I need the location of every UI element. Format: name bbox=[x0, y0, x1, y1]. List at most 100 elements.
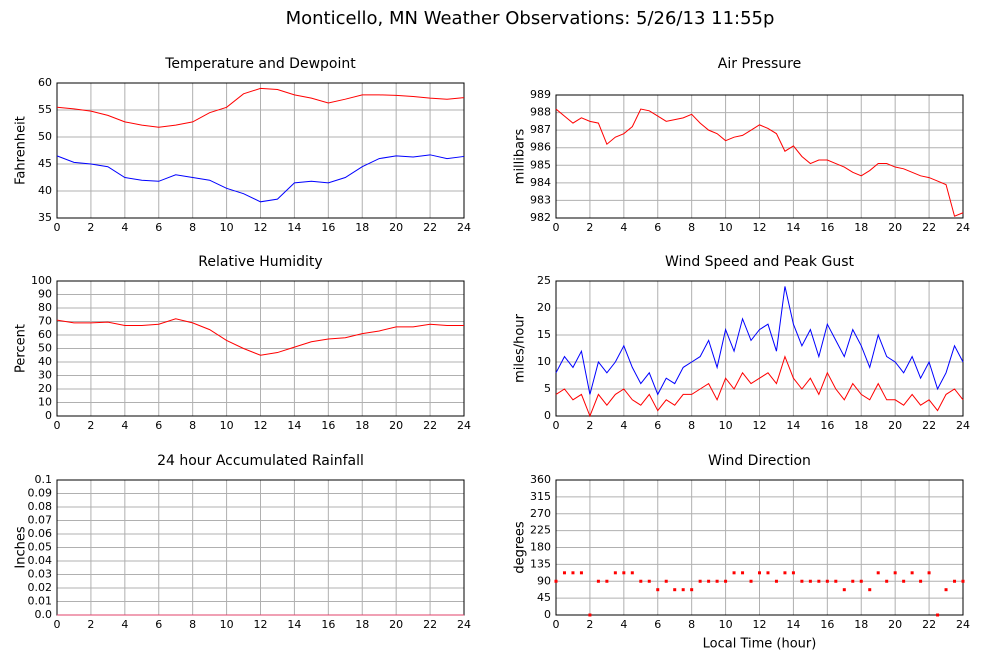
x-tick-label: 20 bbox=[389, 618, 403, 631]
x-tick-label: 20 bbox=[389, 419, 403, 432]
y-tick-label: 0.09 bbox=[28, 487, 53, 500]
y-tick-label: 60 bbox=[38, 76, 52, 89]
data-point bbox=[554, 579, 558, 583]
y-tick-label: 989 bbox=[530, 88, 551, 101]
x-tick-label: 2 bbox=[586, 221, 593, 234]
y-tick-label: 0.01 bbox=[28, 595, 53, 608]
data-point bbox=[707, 579, 711, 583]
x-tick-label: 22 bbox=[423, 419, 437, 432]
x-tick-label: 2 bbox=[87, 419, 94, 432]
data-point bbox=[673, 588, 677, 592]
x-tick-label: 16 bbox=[321, 419, 335, 432]
x-tick-label: 0 bbox=[54, 221, 61, 234]
data-point bbox=[791, 571, 795, 575]
data-point bbox=[936, 613, 940, 617]
x-tick-label: 0 bbox=[553, 221, 560, 234]
y-tick-label: 15 bbox=[537, 328, 551, 341]
data-point bbox=[639, 579, 643, 583]
plot-frame bbox=[555, 280, 964, 417]
y-tick-label: 982 bbox=[530, 211, 551, 224]
data-point bbox=[919, 579, 923, 583]
x-tick-label: 12 bbox=[254, 618, 268, 631]
data-point bbox=[834, 579, 838, 583]
data-point bbox=[630, 571, 634, 575]
y-tick-label: 135 bbox=[530, 557, 551, 570]
data-point bbox=[698, 579, 702, 583]
data-point bbox=[927, 571, 931, 575]
y-tick-label: 50 bbox=[38, 342, 52, 355]
x-tick-label: 8 bbox=[688, 618, 695, 631]
y-tick-label: 0 bbox=[544, 409, 551, 422]
chart-title: Relative Humidity bbox=[198, 254, 322, 270]
data-point bbox=[766, 571, 770, 575]
data-point bbox=[715, 579, 719, 583]
x-tick-label: 24 bbox=[457, 618, 471, 631]
y-axis-label: Percent bbox=[14, 324, 29, 373]
data-point bbox=[808, 579, 812, 583]
x-tick-label: 6 bbox=[654, 618, 661, 631]
x-axis-label: Local Time (hour) bbox=[703, 637, 817, 652]
data-point bbox=[961, 579, 965, 583]
data-point bbox=[664, 579, 668, 583]
data-point bbox=[910, 571, 914, 575]
x-tick-label: 16 bbox=[820, 419, 834, 432]
x-tick-label: 10 bbox=[719, 221, 733, 234]
data-point bbox=[842, 588, 846, 592]
x-tick-label: 12 bbox=[753, 618, 767, 631]
y-tick-label: 0 bbox=[45, 409, 52, 422]
x-tick-label: 18 bbox=[854, 221, 868, 234]
data-point bbox=[749, 579, 753, 583]
y-tick-label: 10 bbox=[537, 355, 551, 368]
x-tick-label: 2 bbox=[586, 618, 593, 631]
x-tick-label: 4 bbox=[121, 618, 128, 631]
x-tick-label: 16 bbox=[321, 618, 335, 631]
y-tick-label: 90 bbox=[537, 574, 551, 587]
y-tick-label: 25 bbox=[537, 274, 551, 287]
x-tick-label: 6 bbox=[155, 419, 162, 432]
data-point bbox=[741, 571, 745, 575]
data-point bbox=[681, 588, 685, 592]
data-point bbox=[944, 588, 948, 592]
y-tick-label: 70 bbox=[38, 315, 52, 328]
y-tick-label: 0.0 bbox=[35, 608, 53, 621]
x-tick-label: 8 bbox=[189, 618, 196, 631]
y-tick-label: 0.03 bbox=[28, 568, 53, 581]
y-tick-label: 90 bbox=[38, 288, 52, 301]
x-tick-label: 8 bbox=[688, 419, 695, 432]
x-tick-label: 10 bbox=[220, 618, 234, 631]
data-line bbox=[555, 108, 964, 217]
x-tick-label: 6 bbox=[654, 221, 661, 234]
x-tick-label: 10 bbox=[719, 618, 733, 631]
y-tick-label: 0.06 bbox=[28, 527, 53, 540]
y-tick-label: 0.04 bbox=[28, 554, 53, 567]
figure-title: Monticello, MN Weather Observations: 5/2… bbox=[286, 8, 775, 29]
data-point bbox=[859, 579, 863, 583]
data-point bbox=[605, 579, 609, 583]
y-tick-label: 30 bbox=[38, 369, 52, 382]
x-tick-label: 10 bbox=[220, 419, 234, 432]
y-tick-label: 0.02 bbox=[28, 581, 53, 594]
x-tick-label: 22 bbox=[922, 618, 936, 631]
y-axis-label: millibars bbox=[513, 129, 528, 185]
y-tick-label: 0.07 bbox=[28, 514, 53, 527]
x-tick-label: 20 bbox=[888, 618, 902, 631]
x-tick-label: 10 bbox=[220, 221, 234, 234]
y-tick-label: 986 bbox=[530, 141, 551, 154]
x-tick-label: 10 bbox=[719, 419, 733, 432]
data-point bbox=[893, 571, 897, 575]
chart-title: Air Pressure bbox=[718, 56, 801, 72]
x-tick-label: 24 bbox=[956, 221, 970, 234]
data-point bbox=[774, 579, 778, 583]
x-tick-label: 14 bbox=[287, 221, 301, 234]
x-tick-label: 2 bbox=[586, 419, 593, 432]
x-tick-label: 2 bbox=[87, 221, 94, 234]
x-tick-label: 22 bbox=[922, 419, 936, 432]
x-tick-label: 14 bbox=[287, 618, 301, 631]
data-point bbox=[732, 571, 736, 575]
data-point bbox=[876, 571, 880, 575]
x-tick-label: 18 bbox=[355, 419, 369, 432]
data-point bbox=[596, 579, 600, 583]
